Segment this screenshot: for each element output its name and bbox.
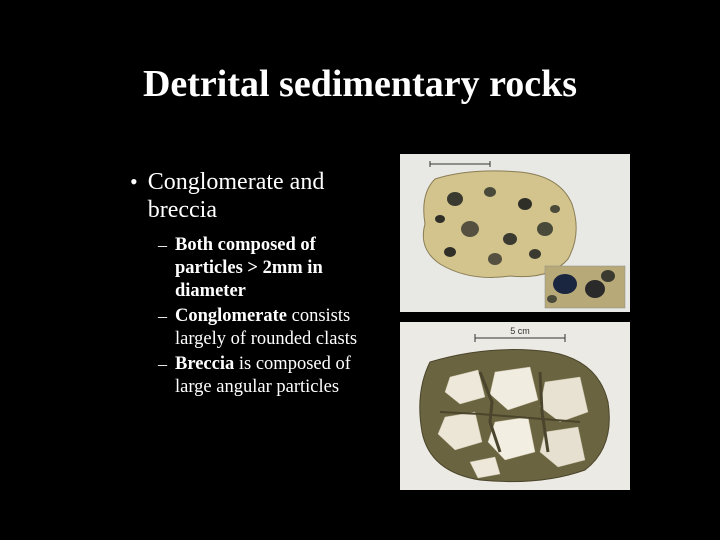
sub-text-2: Breccia is composed of large angular par… bbox=[175, 353, 378, 399]
main-bullet-text: Conglomerate and breccia bbox=[148, 168, 378, 224]
svg-text:5 cm: 5 cm bbox=[510, 326, 530, 336]
sub-list: – Both composed of particles > 2mm in di… bbox=[158, 234, 378, 399]
sub-bullet-0: – Both composed of particles > 2mm in di… bbox=[158, 234, 378, 303]
sub-text-1: Conglomerate consists largely of rounded… bbox=[175, 305, 378, 351]
sub-bullet-2: – Breccia is composed of large angular p… bbox=[158, 353, 378, 399]
bullet-dot: • bbox=[130, 168, 138, 196]
slide-title: Detrital sedimentary rocks bbox=[0, 62, 720, 106]
breccia-image: 5 cm bbox=[400, 322, 630, 490]
image-column: 5 cm bbox=[400, 154, 630, 500]
dash-icon: – bbox=[158, 234, 167, 257]
sub-text-0: Both composed of particles > 2mm in diam… bbox=[175, 234, 378, 303]
dash-icon: – bbox=[158, 305, 167, 328]
main-bullet: • Conglomerate and breccia bbox=[128, 168, 378, 224]
bullet-list: • Conglomerate and breccia – Both compos… bbox=[128, 168, 378, 401]
dash-icon: – bbox=[158, 353, 167, 376]
sub-bullet-1: – Conglomerate consists largely of round… bbox=[158, 305, 378, 351]
conglomerate-image bbox=[400, 154, 630, 312]
